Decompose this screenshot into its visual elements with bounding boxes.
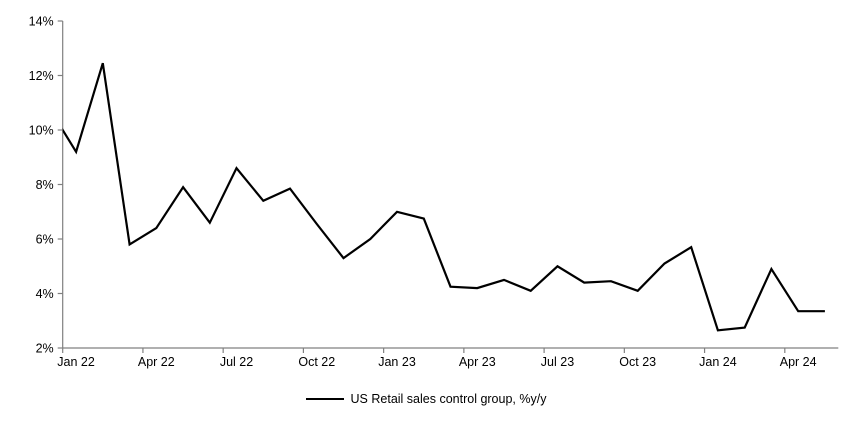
x-axis-tick-label: Apr 23 (459, 355, 496, 369)
chart-legend: US Retail sales control group, %y/y (0, 390, 852, 408)
y-axis-tick-label: 2% (36, 342, 54, 356)
x-axis-tick-label: Jul 22 (220, 355, 253, 369)
x-axis-tick-label: Apr 24 (780, 355, 817, 369)
y-axis-tick-label: 4% (36, 287, 54, 301)
x-axis-tick-label: Jan 23 (378, 355, 416, 369)
legend-label: US Retail sales control group, %y/y (350, 392, 547, 406)
data-series-line (62, 62, 825, 332)
x-axis-tick-label: Jan 22 (57, 355, 95, 369)
y-axis-tick-label: 12% (29, 69, 54, 83)
legend-line-sample (305, 398, 344, 400)
x-axis-tick-label: Apr 22 (138, 355, 175, 369)
y-axis-tick-label: 14% (29, 15, 54, 29)
x-axis-tick-label: Oct 23 (619, 355, 656, 369)
x-axis-tick-label: Oct 22 (298, 355, 335, 369)
y-axis-tick-label: 8% (36, 178, 54, 192)
x-axis-tick-label: Jan 24 (699, 355, 737, 369)
x-axis-tick-label: Jul 23 (541, 355, 574, 369)
y-axis-tick-label: 6% (36, 233, 54, 247)
y-axis-tick-label: 10% (29, 124, 54, 138)
